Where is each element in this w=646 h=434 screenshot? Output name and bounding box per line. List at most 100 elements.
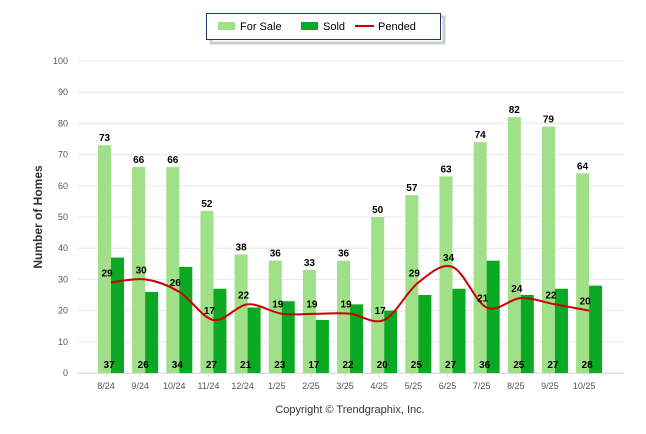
legend-swatch-sold — [301, 22, 318, 30]
bar-for-sale — [200, 210, 214, 373]
bar-sold — [554, 288, 568, 373]
pended-data-label: 20 — [580, 297, 592, 308]
for-sale-data-label: 36 — [270, 249, 282, 260]
sold-data-label: 26 — [138, 360, 150, 371]
for-sale-data-label: 36 — [338, 249, 350, 260]
sold-data-label: 21 — [240, 360, 252, 371]
for-sale-data-label: 57 — [406, 183, 418, 194]
legend-label-for-sale: For Sale — [240, 21, 282, 33]
bar-sold — [247, 307, 261, 373]
y-tick-label: 70 — [58, 150, 68, 160]
y-tick-label: 80 — [58, 118, 68, 128]
y-tick-label: 50 — [58, 212, 68, 222]
bar-sold — [350, 304, 364, 373]
y-tick-label: 30 — [58, 274, 68, 284]
pended-data-label: 30 — [136, 265, 148, 276]
for-sale-data-label: 66 — [167, 155, 179, 166]
sold-data-label: 23 — [274, 360, 286, 371]
y-tick-label: 10 — [58, 337, 68, 347]
bar-sold — [384, 310, 398, 373]
sold-data-label: 36 — [479, 360, 491, 371]
bar-sold — [486, 260, 500, 373]
bar-for-sale — [132, 167, 146, 373]
bar-for-sale — [576, 173, 590, 373]
x-tick-label: 9/25 — [541, 381, 559, 391]
pended-data-label: 22 — [238, 290, 250, 301]
for-sale-data-label: 33 — [304, 258, 316, 269]
for-sale-data-label: 52 — [201, 199, 213, 210]
pended-data-label: 17 — [375, 306, 387, 317]
y-tick-label: 90 — [58, 87, 68, 97]
bar-sold — [418, 295, 432, 373]
for-sale-data-label: 64 — [577, 161, 589, 172]
copyright-footer: Copyright © Trendgraphix, Inc. — [275, 404, 424, 416]
bar-sold — [452, 288, 466, 373]
x-tick-label: 4/25 — [370, 381, 388, 391]
bar-sold — [589, 285, 603, 373]
sold-data-label: 25 — [411, 360, 423, 371]
pended-line — [110, 265, 590, 323]
bar-sold — [145, 291, 159, 373]
legend-swatch-for-sale — [218, 22, 235, 30]
y-tick-label: 20 — [58, 306, 68, 316]
for-sale-data-label: 74 — [475, 130, 487, 141]
y-tick-label: 60 — [58, 181, 68, 191]
pended-data-label: 29 — [101, 269, 113, 280]
bar-sold — [315, 319, 329, 373]
x-tick-label: 6/25 — [439, 381, 457, 391]
y-axis-title: Number of Homes — [31, 165, 45, 269]
x-tick-label: 3/25 — [336, 381, 354, 391]
for-sale-data-label: 63 — [440, 164, 452, 175]
y-tick-label: 40 — [58, 243, 68, 253]
legend-label-sold: Sold — [323, 21, 345, 33]
x-tick-label: 5/25 — [405, 381, 423, 391]
bar-for-sale — [541, 126, 555, 374]
bar-for-sale — [337, 260, 351, 373]
sold-data-label: 27 — [445, 360, 457, 371]
pended-data-label: 19 — [340, 300, 352, 311]
for-sale-data-label: 73 — [99, 133, 111, 144]
bar-for-sale — [473, 142, 487, 373]
bar-for-sale — [371, 217, 385, 373]
x-tick-label: 2/25 — [302, 381, 320, 391]
sold-data-label: 20 — [377, 360, 389, 371]
x-tick-label: 9/24 — [131, 381, 149, 391]
y-tick-label: 100 — [53, 56, 68, 66]
sold-data-label: 28 — [582, 360, 594, 371]
bar-sold — [213, 288, 227, 373]
for-sale-data-label: 66 — [133, 155, 145, 166]
bar-for-sale — [268, 260, 282, 373]
sold-data-label: 17 — [308, 360, 320, 371]
legend-label-pended: Pended — [378, 21, 416, 33]
bar-for-sale — [439, 176, 453, 373]
for-sale-data-label: 50 — [372, 205, 384, 216]
x-tick-label: 12/24 — [231, 381, 254, 391]
pended-data-label: 29 — [409, 269, 421, 280]
pended-data-label: 19 — [306, 300, 318, 311]
y-tick-label: 0 — [63, 368, 68, 378]
pended-data-label: 26 — [170, 278, 182, 289]
bar-sold — [520, 295, 534, 373]
sold-data-label: 25 — [513, 360, 525, 371]
bar-for-sale — [405, 195, 419, 373]
bar-for-sale — [302, 270, 316, 373]
pended-data-label: 24 — [511, 284, 523, 295]
bar-for-sale — [507, 117, 521, 373]
x-tick-label: 7/25 — [473, 381, 491, 391]
legend-box — [206, 13, 441, 40]
x-tick-label: 10/24 — [163, 381, 186, 391]
x-tick-label: 8/24 — [97, 381, 115, 391]
sold-data-label: 37 — [103, 360, 115, 371]
sold-data-label: 27 — [547, 360, 559, 371]
sold-data-label: 22 — [342, 360, 354, 371]
x-tick-label: 11/24 — [198, 381, 220, 391]
bar-sold — [179, 266, 193, 373]
x-tick-label: 10/25 — [573, 381, 596, 391]
for-sale-data-label: 79 — [543, 115, 555, 126]
bar-sold — [111, 257, 124, 373]
pended-data-label: 22 — [545, 290, 557, 301]
bar-for-sale — [166, 167, 180, 373]
sold-data-label: 27 — [206, 360, 218, 371]
